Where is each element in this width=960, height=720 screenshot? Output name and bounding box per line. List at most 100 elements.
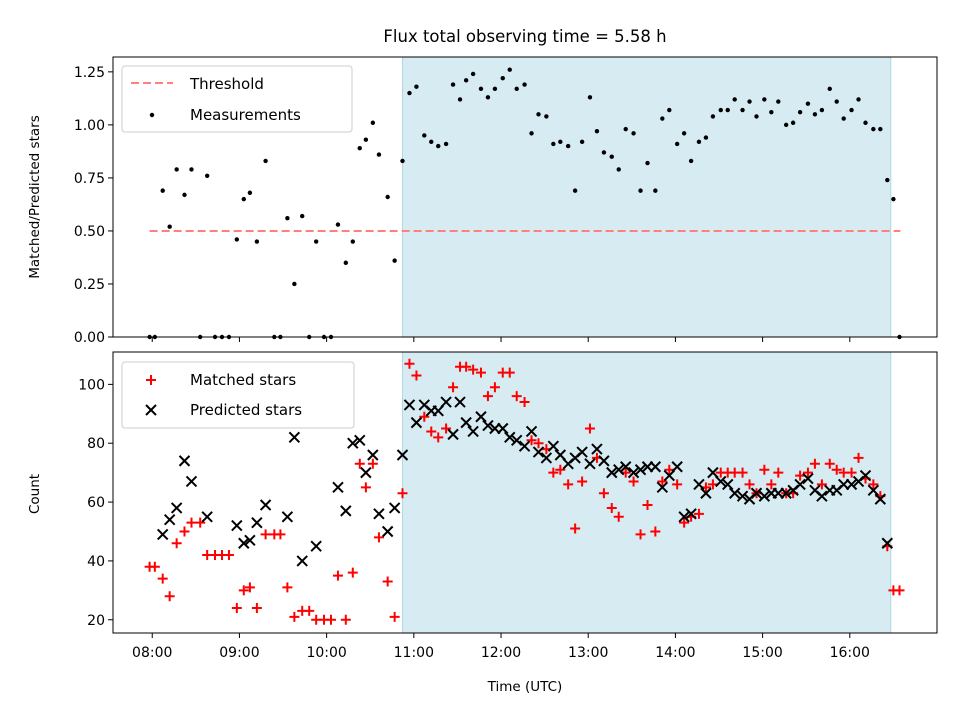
predicted-star-point: [504, 431, 516, 444]
predicted-star-point: [170, 502, 183, 514]
measurement-point: [579, 139, 585, 145]
predicted-star-point: [410, 416, 423, 429]
predicted-star-point: [511, 434, 523, 446]
measurement-point: [544, 114, 549, 119]
x-tick-label: 12:00: [481, 645, 521, 661]
matched-star-point: [195, 517, 206, 528]
measurement-point: [457, 97, 463, 102]
measurement-point: [392, 258, 397, 263]
bottom-legend-box: [121, 361, 355, 429]
predicted-star-point: [685, 508, 697, 520]
predicted-star-point: [163, 514, 176, 526]
predicted-star-point: [396, 449, 409, 461]
matched-star-point: [164, 591, 175, 602]
matched-star-point: [853, 452, 864, 463]
matched-star-point: [373, 532, 384, 543]
matched-star-point: [511, 391, 522, 402]
measurement-point: [849, 107, 854, 113]
measurement-point: [718, 107, 723, 113]
measurement-point: [616, 167, 621, 172]
measurement-point: [601, 150, 607, 155]
predicted-star-point: [231, 519, 243, 532]
measurement-point: [885, 177, 890, 183]
matched-star-point: [693, 508, 704, 519]
measurement-point: [827, 86, 832, 92]
predicted-star-point: [700, 487, 712, 499]
matched-star-point: [584, 423, 595, 434]
measurement-point: [174, 167, 179, 172]
measurement-point: [529, 131, 534, 136]
predicted-star-point: [663, 469, 676, 482]
x-tick-label: 10:00: [306, 645, 346, 661]
measurement-point: [790, 120, 796, 125]
matched-star-point: [773, 467, 784, 478]
measurement-point: [335, 222, 341, 227]
matched-star-point: [555, 464, 566, 475]
matched-star-point: [628, 476, 639, 487]
predicted-star-point: [467, 425, 479, 438]
measurement-point: [776, 99, 781, 104]
measurement-point: [645, 160, 650, 166]
matched-star-point: [404, 358, 415, 369]
measurement-point: [450, 82, 456, 87]
matched-star-point: [354, 458, 365, 469]
predicted-star-point: [736, 490, 749, 502]
matched-star-point: [419, 411, 430, 422]
measurement-point: [443, 141, 449, 147]
predicted-star-point: [347, 437, 359, 449]
predicted-star-point: [251, 516, 263, 529]
top-y-axis-label: Matched/Predicted stars: [27, 115, 43, 278]
matched-star-point: [260, 529, 271, 540]
measurement-point: [247, 190, 253, 195]
measurement-point: [500, 76, 505, 81]
predicted-star-point: [288, 431, 301, 444]
predicted-star-point: [707, 466, 719, 479]
predicted-star-point: [794, 478, 806, 491]
predicted-star-point: [780, 487, 792, 499]
matched-star-point: [238, 585, 249, 596]
matched-star-point: [340, 614, 351, 625]
top-legend: Threshold Measurements: [121, 65, 353, 133]
measurement-point: [732, 97, 737, 102]
predicted-star-point: [584, 458, 596, 470]
matched-star-point: [426, 426, 437, 437]
measurement-point: [263, 158, 268, 164]
top-panel: 0.00 0.25 0.50 0.75 1.00 1.25: [74, 56, 938, 346]
matched-star-point: [598, 488, 609, 499]
predicted-star-point: [238, 537, 250, 549]
predicted-star-point: [816, 490, 828, 502]
chart-title: Flux total observing time = 5.58 h: [383, 27, 666, 46]
predicted-star-point: [296, 555, 308, 567]
legend-threshold-label: Threshold: [189, 75, 264, 93]
matched-star-point: [642, 500, 653, 511]
measurement-point: [769, 109, 774, 115]
predicted-star-point: [525, 425, 538, 438]
predicted-star-point: [845, 478, 858, 491]
measurement-point: [587, 95, 593, 100]
matched-star-point: [577, 476, 588, 487]
matched-star-point: [441, 423, 452, 434]
matched-star-point: [389, 611, 400, 622]
predicted-star-point: [310, 540, 322, 552]
predicted-star-point: [750, 487, 763, 499]
legend-measurements-swatch: [149, 112, 155, 118]
matched-star-point: [397, 488, 408, 499]
matched-star-point: [411, 370, 422, 381]
predicted-star-point: [381, 525, 394, 538]
measurement-point: [834, 99, 839, 104]
bottom-y-axis-label: Count: [27, 474, 43, 514]
predicted-star-point: [532, 446, 545, 458]
measurement-point: [558, 139, 563, 145]
measurement-point: [385, 194, 390, 200]
measurement-point: [422, 133, 427, 138]
bottom-y-tick-label: 40: [87, 554, 105, 570]
matched-star-point: [613, 511, 624, 522]
measurement-point: [667, 107, 672, 113]
predicted-star-point: [554, 449, 567, 461]
measurement-point: [463, 78, 469, 83]
x-tick-label: 09:00: [219, 645, 259, 661]
predicted-star-point: [728, 487, 741, 499]
measurement-point: [565, 143, 571, 149]
measurement-point: [551, 141, 556, 147]
predicted-star-point: [440, 396, 452, 408]
